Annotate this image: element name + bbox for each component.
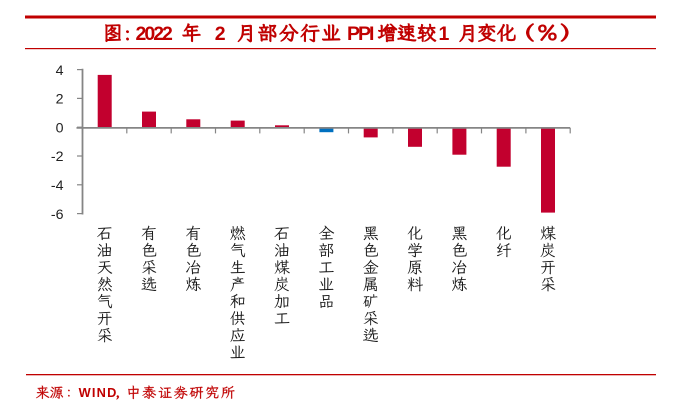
- svg-text:2: 2: [215, 23, 226, 45]
- svg-text:-4: -4: [51, 178, 64, 194]
- svg-text:PPI: PPI: [347, 23, 374, 45]
- svg-text:0: 0: [56, 120, 64, 136]
- svg-text:1: 1: [439, 23, 450, 45]
- svg-text:2: 2: [56, 92, 64, 108]
- svg-text:-6: -6: [51, 207, 64, 223]
- svg-text:2022: 2022: [136, 23, 174, 45]
- svg-text:-2: -2: [51, 149, 64, 165]
- svg-text:WIND: WIND: [79, 385, 118, 400]
- svg-text:4: 4: [56, 63, 64, 79]
